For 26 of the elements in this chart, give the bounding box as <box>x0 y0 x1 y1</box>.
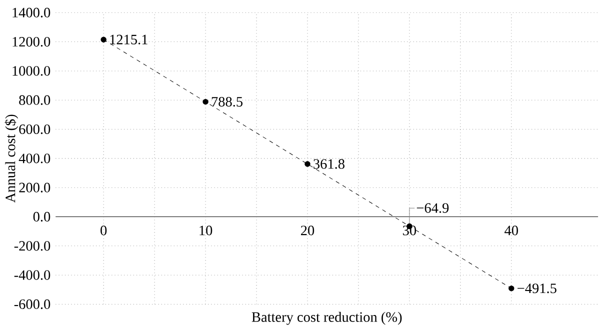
y-tick-label: -600.0 <box>14 300 50 310</box>
y-tick-label: 1400.0 <box>12 8 50 18</box>
y-tick-label: -400.0 <box>14 270 50 280</box>
x-axis-title: Battery cost reduction (%) <box>252 312 402 326</box>
data-label: 788.5 <box>212 97 242 107</box>
y-tick-label: 1200.0 <box>12 37 50 47</box>
point <box>100 36 106 43</box>
data-label: −491.5 <box>518 284 556 294</box>
y-tick-label: 600.0 <box>19 124 50 134</box>
y-tick-label: 800.0 <box>19 96 50 106</box>
y-tick-label: -200.0 <box>14 241 50 251</box>
x-tick-label: 40 <box>504 226 518 236</box>
x-tick-label: 0 <box>100 226 107 236</box>
point <box>508 286 514 292</box>
data-label: 361.8 <box>314 159 344 170</box>
data-label: 1215.1 <box>110 35 148 45</box>
point <box>202 99 208 105</box>
y-tick-label: 0.0 <box>33 212 50 222</box>
y-tick-label: 1000.0 <box>12 66 50 76</box>
x-tick-label: 10 <box>200 226 212 236</box>
data-label: −64.9 <box>416 203 449 214</box>
x-tick-label: 20 <box>300 226 314 236</box>
point <box>304 161 310 168</box>
y-tick-label: 200.0 <box>19 182 50 193</box>
y-axis-title: Annual cost ($) <box>4 114 18 203</box>
y-tick-label: 400.0 <box>18 154 50 164</box>
